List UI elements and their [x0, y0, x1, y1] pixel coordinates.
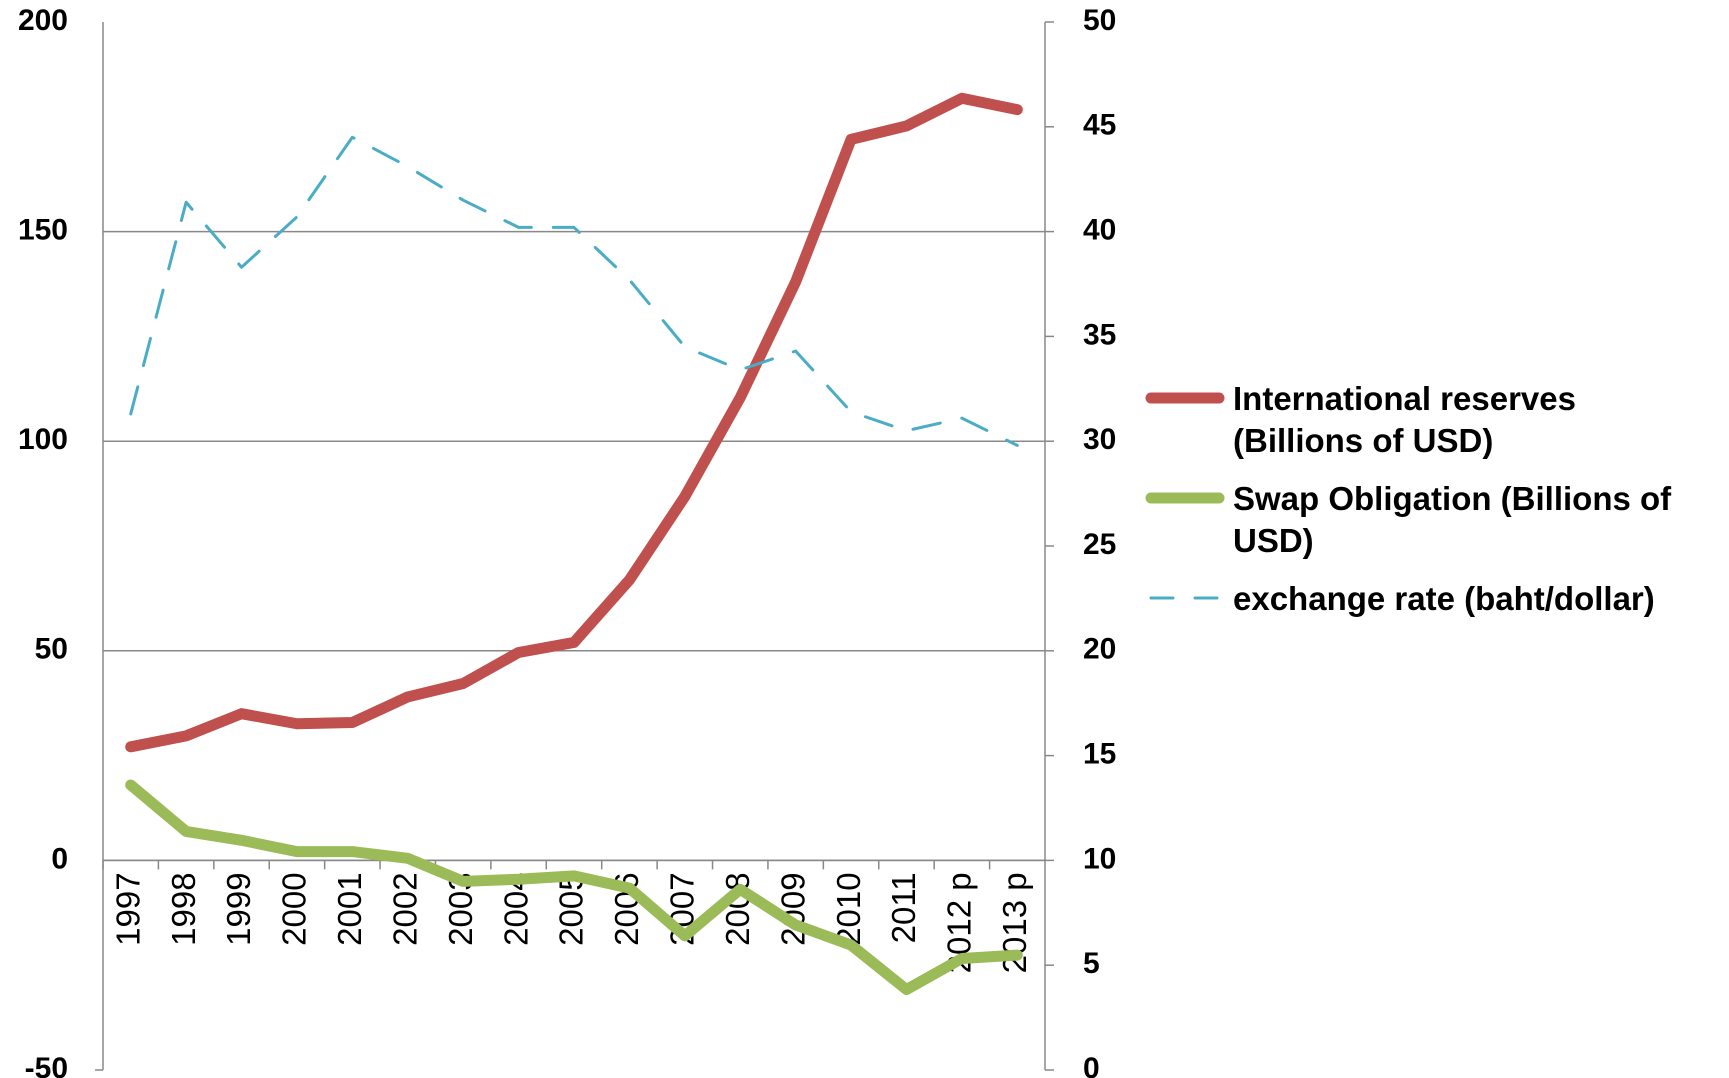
x-tick-label: 2010 [830, 872, 867, 945]
legend-key [1149, 596, 1221, 600]
series-line [125, 92, 1023, 753]
y-tick-label: 50 [35, 633, 68, 666]
y-tick-label: 150 [18, 214, 68, 247]
legend-item: Swap Obligation (Billions of USD) [1145, 478, 1715, 562]
y-tick-label: -50 [25, 1052, 68, 1078]
legend-label: International reserves (Billions of USD) [1233, 380, 1576, 459]
y2-tick-label: 0 [1083, 1052, 1100, 1078]
y2-tick-label: 25 [1083, 528, 1116, 561]
y2-tick-label: 35 [1083, 318, 1116, 351]
x-tick-label: 1998 [165, 872, 202, 945]
y-tick-label: 0 [51, 842, 68, 875]
x-tick-label: 2002 [386, 872, 423, 945]
legend-label: exchange rate (baht/dollar) [1233, 580, 1655, 617]
x-tick-label: 1999 [220, 872, 257, 945]
x-tick-label: 1997 [109, 872, 146, 945]
y2-tick-label: 30 [1083, 423, 1116, 456]
y2-tick-label: 40 [1083, 214, 1116, 247]
legend-key [1145, 492, 1225, 504]
y2-tick-label: 10 [1083, 842, 1116, 875]
y2-tick-label: 15 [1083, 738, 1116, 771]
legend: International reserves (Billions of USD)… [1145, 378, 1715, 636]
legend-item: International reserves (Billions of USD) [1145, 378, 1715, 462]
x-tick-label: 2001 [331, 872, 368, 945]
y2-tick-label: 20 [1083, 633, 1116, 666]
x-tick-label: 2011 [885, 872, 922, 943]
legend-item: exchange rate (baht/dollar) [1145, 578, 1715, 620]
y-tick-label: 200 [18, 4, 68, 37]
y2-tick-label: 45 [1083, 109, 1116, 142]
series-line [129, 135, 1019, 447]
legend-label: Swap Obligation (Billions of USD) [1233, 480, 1672, 559]
x-tick-label: 2000 [276, 872, 313, 945]
y-tick-label: 100 [18, 423, 68, 456]
y2-tick-label: 5 [1083, 947, 1100, 980]
y2-tick-label: 50 [1083, 4, 1116, 37]
series-line [125, 779, 1023, 996]
legend-key [1145, 392, 1225, 404]
x-tick-label: 2005 [553, 872, 590, 945]
